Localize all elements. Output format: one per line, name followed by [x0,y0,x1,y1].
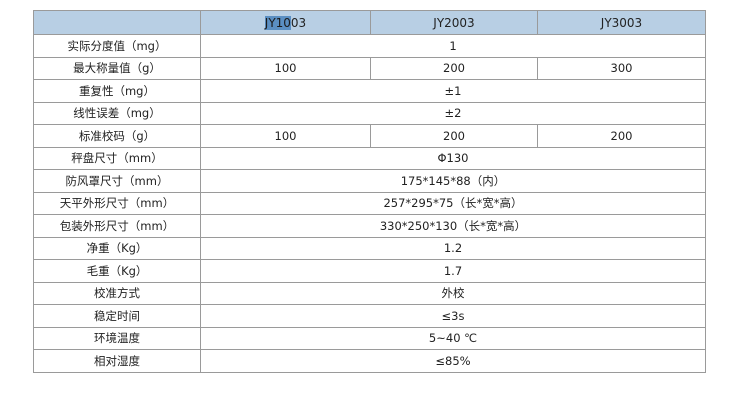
row-label: 实际分度值（mg） [33,34,201,58]
header-model-3: JY3003 [537,10,706,35]
cell-value-merged: ≤85% [200,349,706,373]
row-label: 净重（Kg） [33,236,201,260]
cell-value: 200 [370,56,538,80]
cell-value-merged: 175*145*88（内） [200,169,706,193]
table-row: 标准校码（g） 100 200 200 [33,124,706,148]
table-row: 秤盘尺寸（mm） Φ130 [33,146,706,170]
table-row: 环境温度 5~40 ℃ [33,326,706,350]
cell-value-merged: ±2 [200,101,706,125]
table-row: 稳定时间 ≤3s [33,304,706,328]
table-row: 毛重（Kg） 1.7 [33,259,706,283]
table-row: 线性误差（mg） ±2 [33,101,706,125]
table-row: 实际分度值（mg） 1 [33,34,706,58]
cell-value-merged: 257*295*75（长*宽*高） [200,191,706,215]
header-row: JY1003 JY2003 JY3003 [33,10,706,35]
row-label: 稳定时间 [33,304,201,328]
table-row: 天平外形尺寸（mm） 257*295*75（长*宽*高） [33,191,706,215]
row-label: 相对湿度 [33,349,201,373]
cell-value-merged: 330*250*130（长*宽*高） [200,214,706,238]
row-label: 重复性（mg） [33,79,201,103]
header-blank [33,10,201,35]
cell-value-merged: Φ130 [200,146,706,170]
row-label: 防风罩尺寸（mm） [33,169,201,193]
row-label: 校准方式 [33,281,201,305]
cell-value: 200 [370,124,538,148]
spec-table: JY1003 JY2003 JY3003 实际分度值（mg） 1 最大称量值（g） 1… [33,10,706,373]
table-row: 包装外形尺寸（mm） 330*250*130（长*宽*高） [33,214,706,238]
header-model-1[interactable]: JY1003 [200,10,371,35]
row-label: 毛重（Kg） [33,259,201,283]
table-row: 校准方式 外校 [33,281,706,305]
row-label: 环境温度 [33,326,201,350]
row-label: 标准校码（g） [33,124,201,148]
cell-value-merged: 5~40 ℃ [200,326,706,350]
table-row: 防风罩尺寸（mm） 175*145*88（内） [33,169,706,193]
cell-value: 100 [200,56,371,80]
selected-text[interactable]: JY10 [264,15,291,30]
table-row: 相对湿度 ≤85% [33,349,706,373]
cell-value-merged: ±1 [200,79,706,103]
row-label: 线性误差（mg） [33,101,201,125]
cell-value-merged: 1.2 [200,236,706,260]
table-row: 重复性（mg） ±1 [33,79,706,103]
cell-value: 300 [537,56,706,80]
cell-value-merged: 1.7 [200,259,706,283]
row-label: 最大称量值（g） [33,56,201,80]
cell-value: 200 [537,124,706,148]
cell-value: 100 [200,124,371,148]
row-label: 天平外形尺寸（mm） [33,191,201,215]
cell-value-merged: 外校 [200,281,706,305]
header-model-2: JY2003 [370,10,538,35]
row-label: 包装外形尺寸（mm） [33,214,201,238]
cell-value-merged: 1 [200,34,706,58]
table-row: 最大称量值（g） 100 200 300 [33,56,706,80]
header-model-1-rest: 03 [290,15,307,30]
cell-value-merged: ≤3s [200,304,706,328]
row-label: 秤盘尺寸（mm） [33,146,201,170]
table-row: 净重（Kg） 1.2 [33,236,706,260]
